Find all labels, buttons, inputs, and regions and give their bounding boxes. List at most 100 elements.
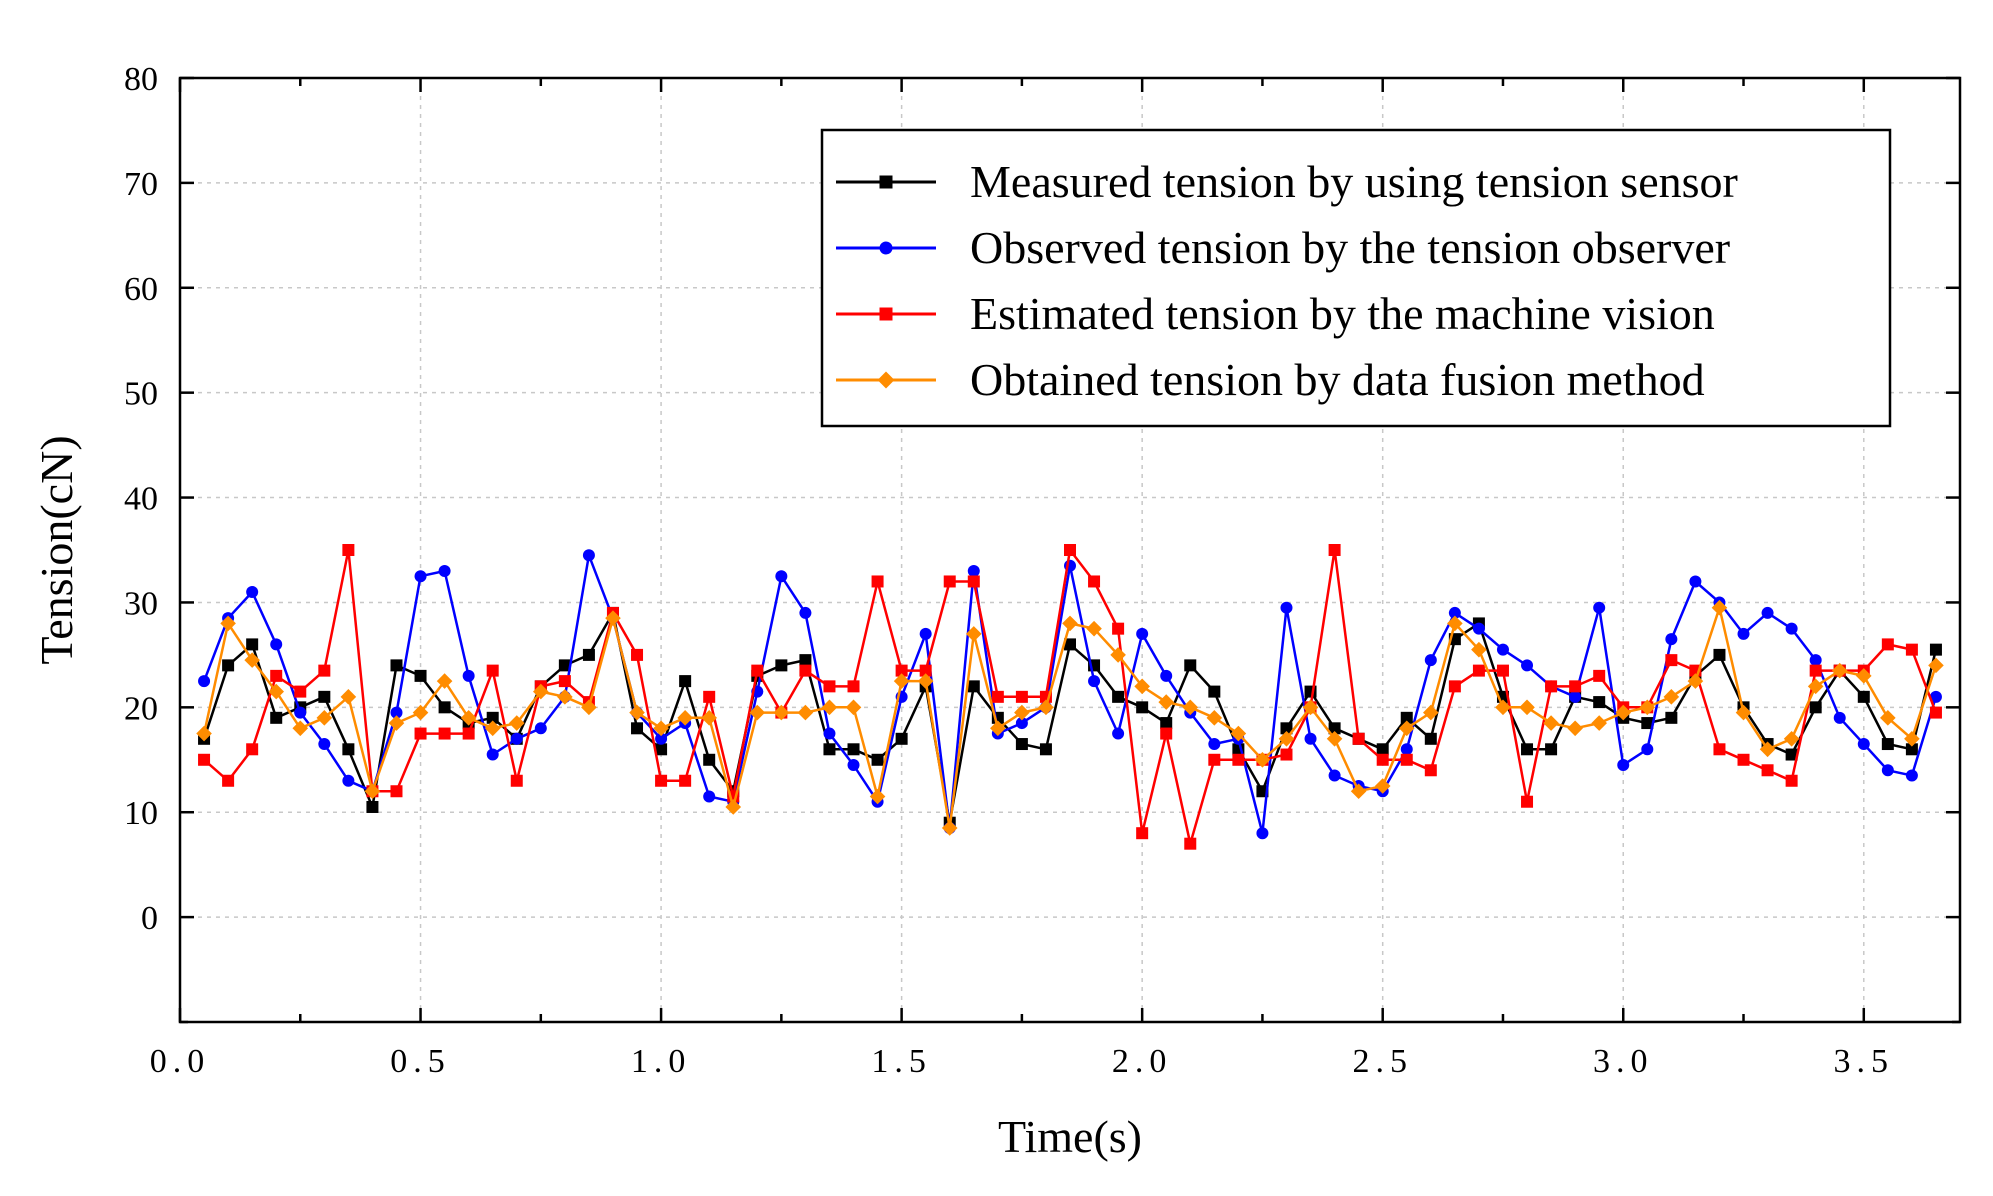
- data-point: [679, 675, 692, 688]
- data-point: [1761, 606, 1774, 619]
- data-point: [244, 652, 260, 668]
- plot-frame: [178, 76, 1962, 1024]
- data-point: [1472, 622, 1485, 635]
- data-point: [1374, 778, 1391, 794]
- data-point: [655, 743, 668, 756]
- data-point: [629, 704, 645, 721]
- y-tick-label: 40: [124, 481, 158, 518]
- data-point: [1184, 837, 1197, 850]
- data-point: [1545, 680, 1558, 693]
- legend-marker: [877, 371, 895, 389]
- data-point: [1809, 701, 1822, 714]
- data-point: [1447, 615, 1463, 632]
- data-point: [1785, 748, 1798, 761]
- data-point: [703, 753, 716, 766]
- data-point: [799, 664, 812, 677]
- data-point: [198, 753, 211, 766]
- data-point: [1831, 662, 1848, 679]
- data-point: [1495, 699, 1511, 716]
- data-point: [1326, 731, 1343, 747]
- data-point: [631, 722, 644, 735]
- data-point: [1521, 659, 1534, 672]
- data-point: [222, 659, 235, 672]
- data-point: [438, 727, 451, 740]
- data-point: [701, 710, 717, 726]
- data-point: [390, 785, 403, 798]
- legend-label: Obtained tension by data fusion method: [970, 354, 1705, 405]
- data-point: [486, 711, 499, 724]
- data-point: [1160, 669, 1173, 682]
- data-point: [847, 743, 860, 756]
- data-point: [1857, 690, 1870, 703]
- data-point: [821, 699, 838, 716]
- data-point: [1665, 633, 1678, 646]
- data-point: [1088, 675, 1101, 688]
- data-point: [582, 549, 595, 562]
- data-point: [436, 673, 453, 689]
- data-point: [316, 710, 333, 726]
- x-tick-label: 3.5: [1834, 1043, 1895, 1080]
- data-point: [1350, 783, 1367, 800]
- data-point: [1448, 606, 1461, 619]
- y-tick-label: 80: [124, 61, 158, 98]
- data-point: [414, 570, 427, 583]
- y-tick-label: 0: [141, 900, 158, 937]
- data-point: [246, 585, 259, 598]
- data-point: [1785, 774, 1798, 787]
- data-point: [294, 685, 307, 698]
- data-point: [1663, 689, 1680, 705]
- data-point: [1857, 738, 1870, 751]
- legend-item: Observed tension by the tension observer: [836, 222, 1730, 273]
- data-point: [342, 774, 355, 787]
- series-layer: [196, 544, 1944, 850]
- data-point: [1254, 751, 1271, 768]
- data-point: [1015, 738, 1028, 751]
- data-point: [364, 783, 381, 800]
- data-point: [388, 715, 405, 731]
- legend-marker: [879, 175, 893, 189]
- data-point: [340, 689, 357, 705]
- y-tick-label: 60: [124, 271, 158, 308]
- data-point: [1086, 620, 1102, 637]
- data-point: [1400, 743, 1413, 756]
- data-point: [1833, 711, 1846, 724]
- data-point: [438, 701, 451, 714]
- data-point: [845, 699, 862, 716]
- data-point: [605, 610, 621, 626]
- data-point: [1160, 727, 1173, 740]
- data-point: [1182, 699, 1199, 716]
- data-point: [1352, 732, 1365, 745]
- data-point: [1304, 732, 1317, 745]
- data-point: [1280, 601, 1293, 614]
- data-point: [1687, 673, 1704, 689]
- data-point: [1928, 657, 1944, 674]
- data-point: [484, 720, 501, 737]
- data-point: [510, 732, 523, 745]
- data-point: [1424, 764, 1437, 777]
- data-point: [1783, 731, 1800, 747]
- y-tick-label: 70: [124, 166, 158, 203]
- data-point: [196, 725, 212, 742]
- data-point: [390, 659, 403, 672]
- data-point: [534, 722, 547, 735]
- data-point: [1112, 727, 1125, 740]
- series-3: [198, 544, 1942, 850]
- data-point: [1328, 544, 1341, 556]
- data-point: [557, 689, 573, 705]
- data-point: [773, 704, 790, 721]
- data-point: [1641, 743, 1654, 756]
- data-point: [1881, 738, 1894, 751]
- data-point: [653, 720, 669, 737]
- data-point: [797, 704, 814, 721]
- data-point: [1280, 722, 1293, 735]
- data-point: [847, 680, 860, 693]
- data-point: [246, 638, 259, 651]
- data-point: [1302, 699, 1319, 716]
- data-point: [1230, 725, 1247, 742]
- data-point: [1593, 696, 1606, 709]
- data-point: [1206, 710, 1223, 726]
- data-point: [1015, 690, 1028, 703]
- x-tick-label: 1.5: [871, 1043, 932, 1080]
- data-point: [1496, 643, 1509, 656]
- data-point: [1569, 690, 1582, 703]
